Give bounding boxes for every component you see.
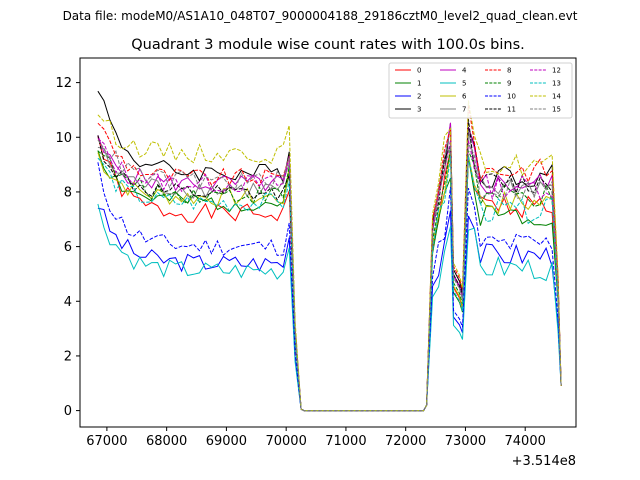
series-line-11 — [97, 119, 562, 412]
legend-label: 5 — [462, 80, 466, 88]
legend-label: 11 — [507, 106, 516, 114]
y-axis: 0 2 4 6 8 10 12 — [55, 76, 80, 419]
legend-label: 15 — [552, 106, 561, 114]
y-tick-label: 4 — [64, 295, 72, 310]
series-line-9 — [97, 148, 562, 412]
legend-label: 9 — [507, 80, 511, 88]
x-tick-label: 69000 — [206, 434, 247, 449]
series-line-5 — [97, 203, 562, 412]
legend-box — [388, 62, 573, 119]
series-line-14 — [97, 100, 562, 412]
y-tick-label: 2 — [64, 349, 72, 364]
x-tick-label: 71000 — [325, 434, 366, 449]
y-tick-label: 6 — [64, 240, 72, 255]
legend-label: 1 — [417, 80, 421, 88]
series-lines — [97, 90, 562, 412]
y-tick-label: 8 — [64, 185, 72, 200]
series-line-13 — [97, 155, 562, 412]
x-tick-label: 70000 — [265, 434, 306, 449]
legend-label: 7 — [462, 106, 466, 114]
series-line-15 — [97, 139, 562, 412]
x-offset-label: +3.514e8 — [512, 454, 576, 469]
y-tick-label: 12 — [55, 76, 72, 91]
chart-title: Quadrant 3 module wise count rates with … — [131, 37, 525, 53]
x-tick-label: 68000 — [146, 434, 187, 449]
suptitle: Data file: modeM0/AS1A10_048T07_90000041… — [63, 9, 578, 23]
legend-label: 6 — [462, 93, 467, 101]
series-line-7 — [97, 127, 562, 412]
legend-label: 14 — [552, 93, 561, 101]
series-line-1 — [97, 150, 562, 412]
y-tick-label: 0 — [64, 404, 72, 419]
x-tick-label: 73000 — [445, 434, 486, 449]
x-tick-label: 67000 — [86, 434, 127, 449]
legend-label: 2 — [417, 93, 421, 101]
legend-label: 4 — [462, 67, 467, 75]
legend-label: 13 — [552, 80, 561, 88]
y-tick-label: 10 — [55, 131, 72, 146]
legend-label: 10 — [507, 93, 516, 101]
series-line-3 — [97, 90, 562, 412]
legend-label: 0 — [417, 67, 421, 75]
x-axis: 67000 68000 69000 70000 71000 72000 73000 74000 — [86, 427, 546, 449]
legend-label: 12 — [552, 67, 561, 75]
series-line-2 — [97, 207, 562, 412]
x-tick-label: 74000 — [505, 434, 546, 449]
legend-label: 8 — [507, 67, 511, 75]
x-tick-label: 72000 — [385, 434, 426, 449]
series-line-8 — [97, 104, 562, 412]
legend-label: 3 — [417, 106, 421, 114]
axes-frame — [79, 57, 577, 428]
